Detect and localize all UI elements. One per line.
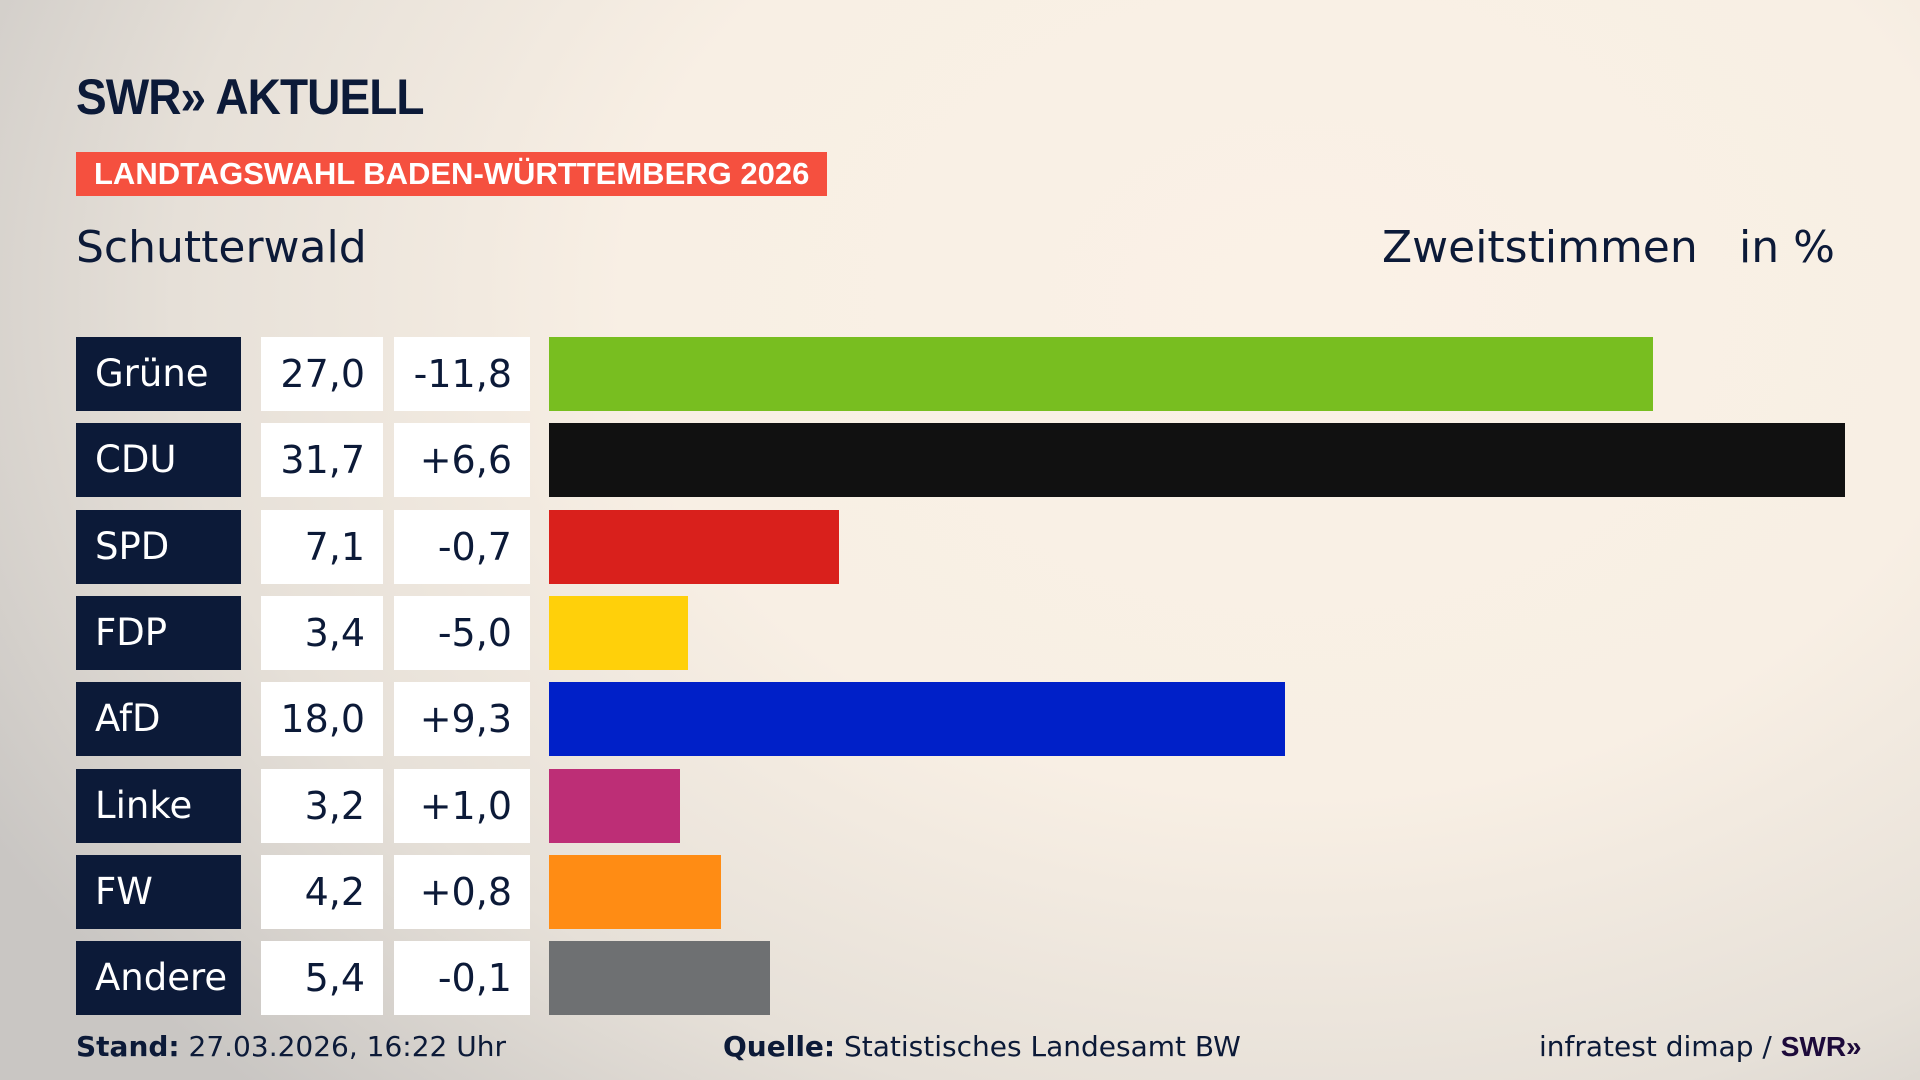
source-label: Quelle: bbox=[723, 1030, 836, 1063]
value-label: 31,7 bbox=[261, 423, 383, 498]
unit-label: in % bbox=[1739, 222, 1835, 273]
stand-label: Stand: bbox=[76, 1030, 180, 1063]
credit-text: infratest dimap / bbox=[1539, 1030, 1781, 1063]
stand-value: 27.03.2026, 16:22 Uhr bbox=[188, 1030, 506, 1063]
timestamp: Stand: 27.03.2026, 16:22 Uhr bbox=[76, 1030, 506, 1063]
swr-logo-small: SWR» bbox=[1780, 1031, 1862, 1062]
change-label: +1,0 bbox=[394, 768, 530, 843]
location-title: Schutterwald bbox=[76, 222, 367, 273]
party-label: FDP bbox=[76, 595, 241, 670]
swr-aktuell-logo: SWR» AKTUELL bbox=[76, 69, 424, 125]
bar bbox=[549, 941, 770, 1016]
source-value: Statistisches Landesamt BW bbox=[844, 1030, 1241, 1063]
change-label: -5,0 bbox=[394, 595, 530, 670]
value-label: 27,0 bbox=[261, 337, 383, 411]
party-label: Linke bbox=[76, 768, 241, 843]
bar bbox=[549, 423, 1845, 498]
change-label: +9,3 bbox=[394, 682, 530, 757]
change-label: +6,6 bbox=[394, 423, 530, 498]
value-label: 3,2 bbox=[261, 768, 383, 843]
value-label: 4,2 bbox=[261, 854, 383, 929]
election-banner: LANDTAGSWAHL BADEN-WÜRTTEMBERG 2026 bbox=[76, 152, 828, 196]
value-label: 18,0 bbox=[261, 682, 383, 757]
change-label: +0,8 bbox=[394, 854, 530, 929]
party-label: Andere bbox=[76, 941, 241, 1016]
change-label: -11,8 bbox=[394, 337, 530, 411]
bar bbox=[549, 768, 680, 843]
party-label: SPD bbox=[76, 509, 241, 584]
change-label: -0,7 bbox=[394, 509, 530, 584]
change-label: -0,1 bbox=[394, 941, 530, 1016]
source: Quelle: Statistisches Landesamt BW bbox=[723, 1030, 1241, 1063]
party-label: Grüne bbox=[76, 337, 241, 411]
party-label: FW bbox=[76, 854, 241, 929]
vote-type-label: Zweitstimmen bbox=[1382, 222, 1698, 273]
party-label: AfD bbox=[76, 682, 241, 757]
value-label: 5,4 bbox=[261, 941, 383, 1016]
credit: infratest dimap / SWR» bbox=[1539, 1030, 1862, 1063]
bar bbox=[549, 509, 840, 584]
party-label: CDU bbox=[76, 423, 241, 498]
bar bbox=[549, 337, 1653, 411]
bar bbox=[549, 682, 1285, 757]
bar bbox=[549, 595, 688, 670]
value-label: 7,1 bbox=[261, 509, 383, 584]
value-label: 3,4 bbox=[261, 595, 383, 670]
bar bbox=[549, 854, 721, 929]
